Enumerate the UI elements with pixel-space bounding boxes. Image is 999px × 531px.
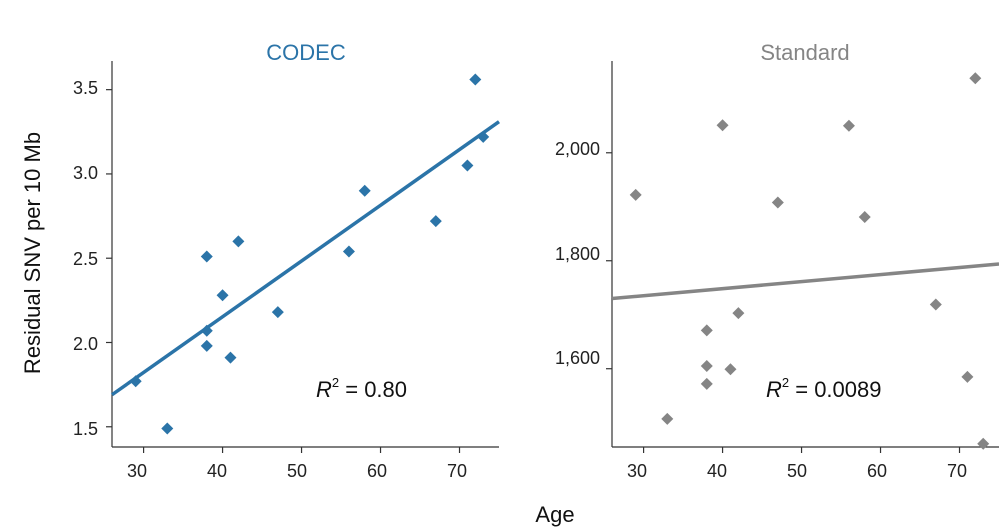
x-axis-label: Age: [535, 502, 574, 527]
standard-plot-area: [606, 61, 999, 453]
codec-data-point: [216, 289, 229, 302]
codec-x-tick-labels: 30 40 50 60 70: [127, 461, 467, 481]
standard-ytick-label: 1,800: [555, 244, 600, 264]
codec-r2-symbol: R: [316, 377, 332, 402]
codec-data-point: [342, 245, 355, 258]
codec-xtick-label: 30: [127, 461, 147, 481]
codec-r2-value: = 0.80: [339, 377, 407, 402]
codec-ytick-label: 3.0: [73, 163, 98, 183]
standard-data-point: [700, 377, 713, 390]
standard-data-point: [771, 196, 784, 209]
standard-regression-line: [611, 262, 999, 301]
standard-panel: Standard 1,600 1,800 2,000 30 40 50 60 7…: [555, 40, 999, 481]
codec-ytick-label: 1.5: [73, 419, 98, 439]
standard-ytick-label: 2,000: [555, 139, 600, 159]
codec-r2-annotation: R2 = 0.80: [316, 375, 407, 402]
codec-data-point: [477, 130, 490, 143]
codec-data-point: [461, 159, 474, 172]
codec-title: CODEC: [266, 40, 346, 65]
codec-data-point: [429, 215, 442, 228]
standard-data-point: [977, 437, 990, 450]
standard-xtick-label: 60: [867, 461, 887, 481]
standard-data-point: [700, 360, 713, 373]
codec-data-point: [200, 324, 213, 337]
codec-xtick-label: 40: [207, 461, 227, 481]
codec-panel: CODEC 1.5 2.0 2.5 3.0 3.5 30 40 50 60 70…: [73, 40, 501, 481]
standard-data-point: [629, 188, 642, 201]
standard-xtick-label: 40: [707, 461, 727, 481]
codec-regression-line: [110, 120, 501, 397]
codec-data-point: [224, 351, 237, 364]
standard-r2-symbol: R: [766, 377, 782, 402]
codec-xtick-label: 70: [447, 461, 467, 481]
standard-r2-superscript: 2: [782, 375, 789, 390]
codec-data-point: [358, 184, 371, 197]
codec-y-tick-labels: 1.5 2.0 2.5 3.0 3.5: [73, 78, 98, 439]
y-axis-label: Residual SNV per 10 Mb: [20, 132, 45, 374]
standard-data-point: [700, 324, 713, 337]
standard-title: Standard: [760, 40, 849, 65]
standard-r2-annotation: R2 = 0.0089: [766, 375, 882, 402]
standard-data-point: [961, 370, 974, 383]
standard-xtick-label: 50: [787, 461, 807, 481]
standard-data-point: [732, 307, 745, 320]
codec-ytick-label: 2.0: [73, 334, 98, 354]
standard-xtick-label: 70: [947, 461, 967, 481]
standard-xtick-label: 30: [627, 461, 647, 481]
codec-data-point: [271, 306, 284, 319]
codec-ytick-label: 3.5: [73, 78, 98, 98]
standard-data-point: [661, 412, 674, 425]
codec-r2-superscript: 2: [332, 375, 339, 390]
codec-ytick-label: 2.5: [73, 249, 98, 269]
codec-data-point: [161, 422, 174, 435]
standard-ytick-label: 1,600: [555, 348, 600, 368]
standard-r2-value: = 0.0089: [789, 377, 881, 402]
codec-data-point: [232, 235, 245, 248]
codec-data-point: [469, 73, 482, 86]
codec-data-point: [129, 375, 142, 388]
standard-data-point: [929, 298, 942, 311]
standard-data-point: [969, 72, 982, 85]
codec-plot-area: [106, 61, 501, 453]
codec-data-point: [200, 339, 213, 352]
codec-data-point: [200, 250, 213, 263]
codec-xtick-label: 60: [367, 461, 387, 481]
standard-data-point: [724, 363, 737, 376]
codec-xtick-label: 50: [287, 461, 307, 481]
standard-data-point: [858, 211, 871, 224]
standard-x-tick-labels: 30 40 50 60 70: [627, 461, 967, 481]
standard-y-tick-labels: 1,600 1,800 2,000: [555, 139, 600, 368]
standard-data-point: [842, 119, 855, 132]
standard-data-point: [716, 119, 729, 132]
